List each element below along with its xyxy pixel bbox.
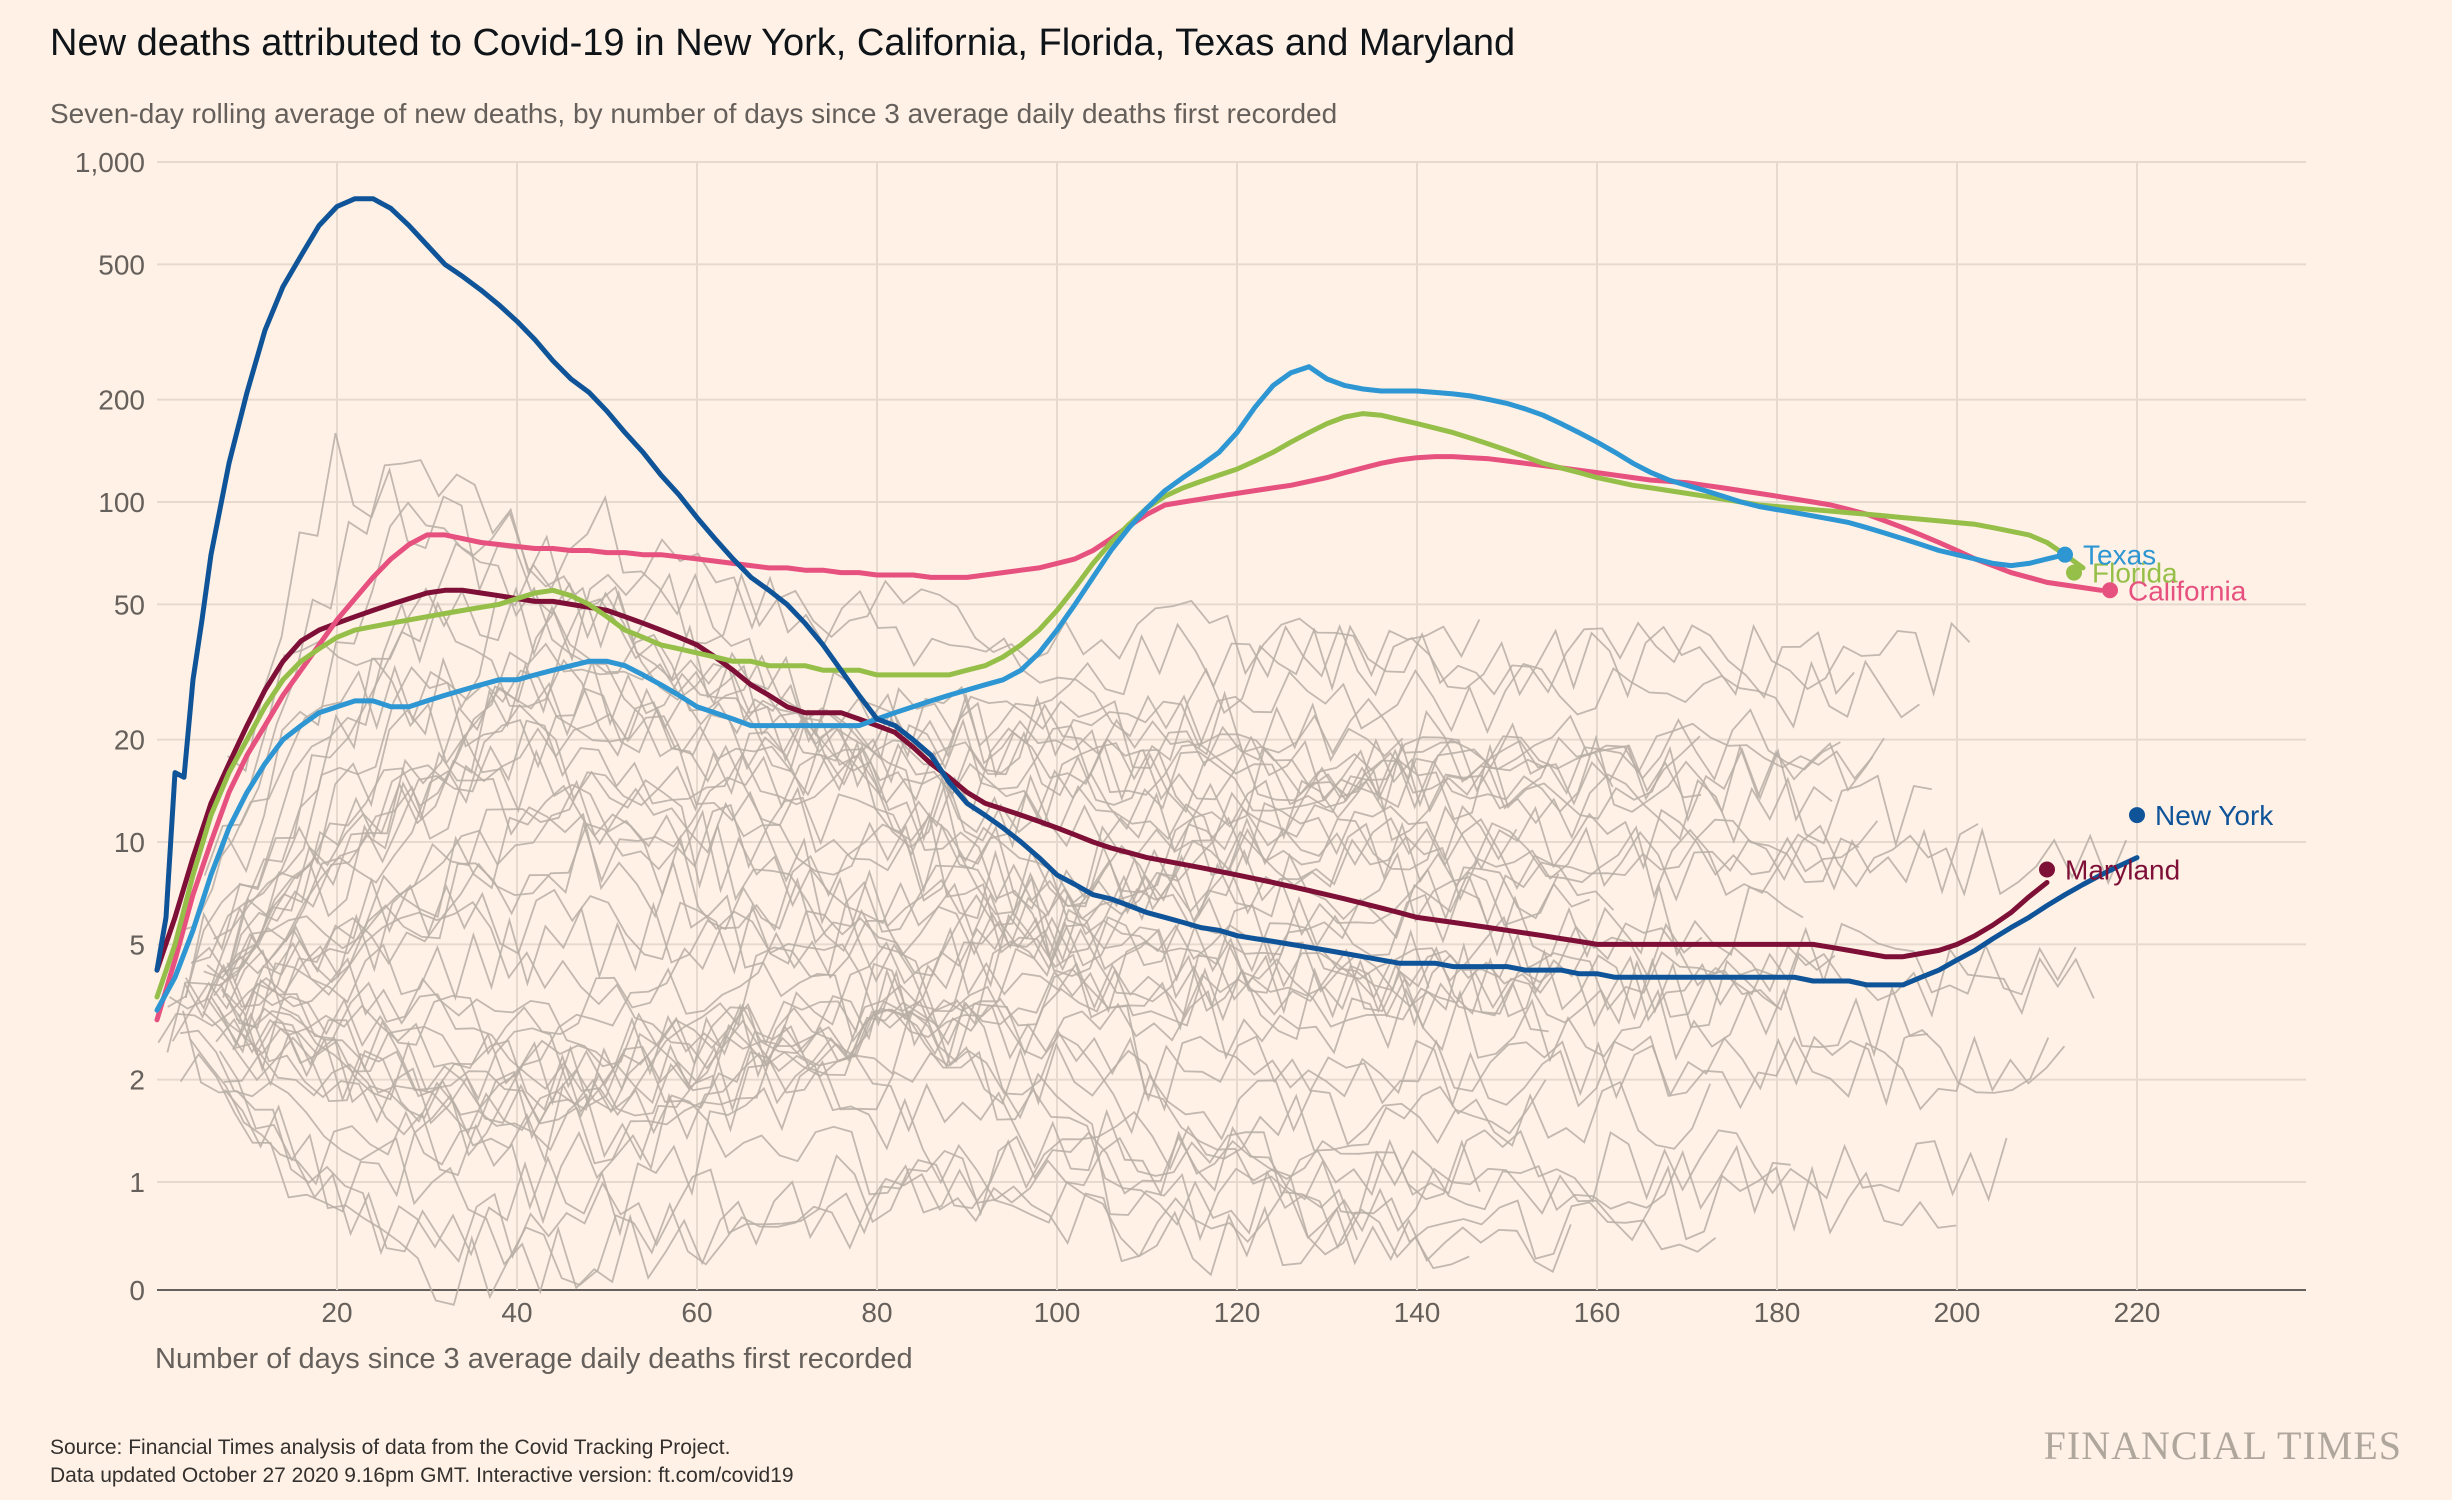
source-note: Source: Financial Times analysis of data… xyxy=(50,1434,794,1490)
y-tick-label: 100 xyxy=(98,487,145,518)
other-state-line xyxy=(237,708,1841,1114)
y-tick-label: 2 xyxy=(129,1065,145,1096)
florida-label: Florida xyxy=(2092,558,2178,589)
other-state-line xyxy=(167,601,2077,1008)
other-state-line xyxy=(226,659,1920,1011)
maryland-label: Maryland xyxy=(2065,855,2180,886)
grid xyxy=(157,161,2306,1291)
highlighted-series xyxy=(154,196,2140,1023)
other-state-line xyxy=(215,621,1855,1135)
other-state-line xyxy=(233,779,1549,1041)
new-york-end-marker xyxy=(2129,807,2145,824)
y-tick-label: 200 xyxy=(98,385,145,416)
chart-subtitle: Seven-day rolling average of new deaths,… xyxy=(50,98,1338,129)
other-state-line xyxy=(220,900,1572,1277)
source-line: Source: Financial Times analysis of data… xyxy=(50,1436,731,1459)
new-york-line xyxy=(154,196,2140,988)
new-york-label: New York xyxy=(2155,800,2274,831)
texas-label: Texas xyxy=(2083,540,2156,571)
x-tick-label: 60 xyxy=(681,1297,712,1328)
other-state-line xyxy=(176,639,2050,1107)
other-state-line xyxy=(222,751,1358,1241)
other-state-line xyxy=(202,816,1860,1164)
x-tick-label: 140 xyxy=(1394,1297,1441,1328)
other-state-line xyxy=(220,957,1717,1263)
x-tick-label: 80 xyxy=(861,1297,892,1328)
other-state-line xyxy=(235,985,1929,1085)
florida-end-marker xyxy=(2066,564,2082,581)
other-state-line xyxy=(227,501,1957,1242)
x-tick-label: 40 xyxy=(501,1297,532,1328)
maryland-line xyxy=(154,587,2050,973)
x-tick-label: 120 xyxy=(1214,1297,1261,1328)
texas-end-marker xyxy=(2057,546,2073,563)
other-state-line xyxy=(229,538,1833,967)
maryland-end-marker xyxy=(2039,861,2055,878)
x-tick-label: 20 xyxy=(321,1297,352,1328)
california-label: California xyxy=(2128,575,2247,606)
other-state-line xyxy=(225,953,1775,1101)
other-state-line xyxy=(166,805,1879,1053)
updated-line: Data updated October 27 2020 9.16pm GMT.… xyxy=(50,1464,794,1487)
chart-title: New deaths attributed to Covid-19 in New… xyxy=(50,22,1516,64)
other-state-line xyxy=(182,882,1804,1257)
other-state-line xyxy=(226,432,1615,926)
y-tick-label: 1,000 xyxy=(75,147,145,178)
other-state-line xyxy=(180,1029,1712,1295)
other-state-line xyxy=(157,884,1779,1044)
y-tick-label: 0 xyxy=(129,1275,145,1306)
y-tick-label: 10 xyxy=(114,827,145,858)
other-state-line xyxy=(179,690,1459,1213)
other-state-line xyxy=(171,736,1614,1042)
y-tick-label: 50 xyxy=(114,589,145,620)
x-tick-label: 100 xyxy=(1034,1297,1081,1328)
other-state-line xyxy=(213,666,1547,1146)
x-tick-label: 220 xyxy=(2114,1297,2161,1328)
other-state-line xyxy=(213,664,1404,867)
other-state-line xyxy=(213,712,1547,997)
x-tick-label: 200 xyxy=(1934,1297,1981,1328)
other-state-line xyxy=(169,621,1971,1010)
california-end-marker xyxy=(2102,582,2118,599)
other-state-line xyxy=(223,1089,2008,1264)
other-state-line xyxy=(206,681,1702,982)
y-tick-label: 1 xyxy=(129,1167,145,1198)
other-state-line xyxy=(218,572,1481,986)
x-tick-label: 180 xyxy=(1754,1297,1801,1328)
other-state-line xyxy=(219,1050,1481,1306)
other-state-line xyxy=(231,658,1979,965)
other-state-line xyxy=(205,977,1791,1215)
other-state-line xyxy=(203,459,1430,994)
other-state-line xyxy=(189,915,1703,1186)
y-tick-label: 5 xyxy=(129,929,145,960)
y-tick-label: 20 xyxy=(114,725,145,756)
x-axis-label: Number of days since 3 average daily dea… xyxy=(155,1343,913,1375)
axis-ticks: 0 1 2 5 10 20 50 100 200 500 1,000 20 40 60 80 100 120 14… xyxy=(75,147,2160,1328)
other-state-line xyxy=(190,494,1470,1270)
other-state-line xyxy=(191,585,1885,964)
other-states-lines xyxy=(157,432,2128,1306)
texas-line xyxy=(154,364,2068,1013)
x-tick-label: 160 xyxy=(1574,1297,1621,1328)
ft-logo: FINANCIAL TIMES xyxy=(2043,1423,2402,1468)
other-state-line xyxy=(243,871,1560,1161)
y-tick-label: 500 xyxy=(98,249,145,280)
